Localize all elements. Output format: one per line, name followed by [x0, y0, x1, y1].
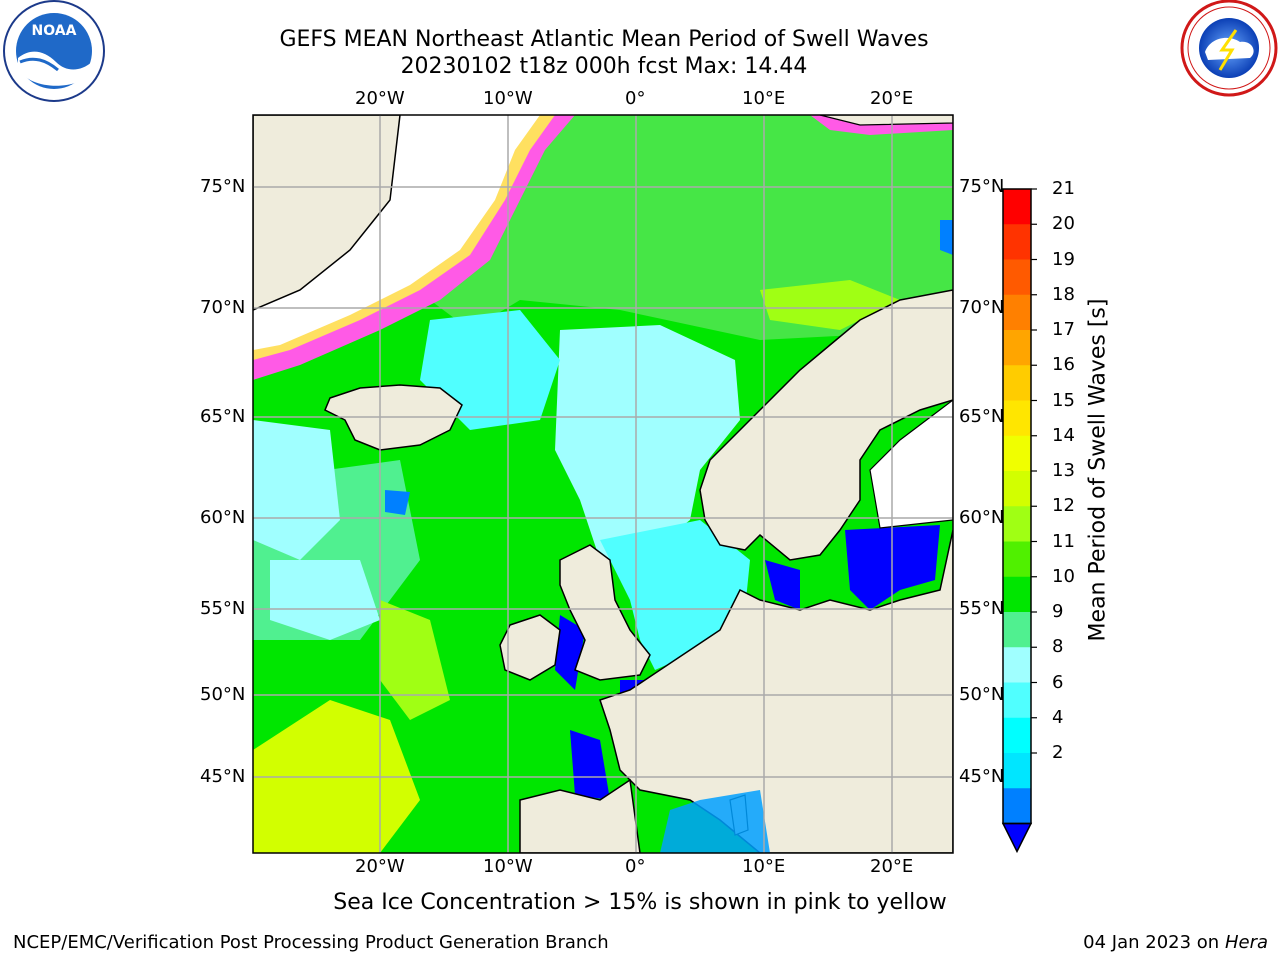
lon-label-top: 20°W [355, 88, 405, 109]
noaa-logo-icon: NOAA [3, 0, 105, 102]
colorbar-segment [1003, 365, 1031, 401]
colorbar-tick-label: 12 [1052, 495, 1075, 517]
colorbar-extend-triangle [1001, 822, 1033, 854]
lat-label-left: 65°N [200, 406, 246, 427]
colorbar-segment [1003, 400, 1031, 437]
footer-date-text: 04 Jan 2023 on [1083, 932, 1225, 953]
sea-ice-note: Sea Ice Concentration > 15% is shown in … [333, 890, 947, 915]
lon-label-top: 0° [625, 88, 646, 109]
lon-label-bottom: 20°E [870, 856, 914, 877]
colorbar-segment [1003, 753, 1031, 789]
colorbar-segment [1003, 294, 1031, 331]
lon-label-bottom: 20°W [355, 856, 405, 877]
colorbar-tick-label: 15 [1052, 389, 1075, 411]
lat-label-left: 55°N [200, 598, 246, 619]
lat-label-right: 45°N [959, 766, 1005, 787]
lat-label-right: 70°N [959, 297, 1005, 318]
colorbar-segment [1003, 788, 1031, 824]
colorbar-tick-label: 18 [1052, 283, 1075, 305]
chart-subtitle: 20230102 t18z 000h fcst Max: 14.44 [400, 54, 808, 79]
colorbar-segment [1003, 330, 1031, 366]
lat-label-right: 75°N [959, 176, 1005, 197]
chart-title: GEFS MEAN Northeast Atlantic Mean Period… [279, 27, 929, 52]
lat-label-right: 55°N [959, 598, 1005, 619]
colorbar-tick-label: 9 [1052, 601, 1064, 622]
colorbar-tick-label: 6 [1052, 671, 1064, 693]
colorbar-segment [1003, 576, 1031, 613]
lon-label-bottom: 10°E [742, 856, 786, 877]
map-area [253, 115, 953, 853]
lon-label-bottom: 0° [625, 856, 646, 877]
colorbar-segment [1003, 471, 1031, 507]
lat-label-left: 45°N [200, 766, 246, 787]
lat-label-left: 50°N [200, 684, 246, 705]
footer-date: 04 Jan 2023 on Hera [1083, 932, 1268, 953]
colorbar-title: Mean Period of Swell Waves [s] [1085, 298, 1111, 642]
colorbar-segment [1003, 717, 1031, 754]
colorbar-segment [1003, 612, 1031, 648]
lat-label-left: 75°N [200, 176, 246, 197]
colorbar-tick-label: 2 [1052, 742, 1064, 763]
lon-label-bottom: 10°W [483, 856, 533, 877]
colorbar-tick-label: 20 [1052, 213, 1075, 235]
colorbar-tick-label: 4 [1052, 706, 1064, 728]
lat-label-right: 65°N [959, 406, 1005, 427]
colorbar-tick-label: 10 [1052, 565, 1075, 587]
lat-label-left: 60°N [200, 507, 246, 528]
nws-logo-icon [1180, 0, 1278, 97]
lon-label-top: 20°E [870, 88, 914, 109]
colorbar-tick-label: 16 [1052, 354, 1075, 376]
colorbar-segment [1003, 647, 1031, 683]
colorbar-segment [1003, 541, 1031, 578]
colorbar-segment [1003, 224, 1031, 260]
colorbar-segment [1003, 189, 1031, 225]
lat-label-right: 50°N [959, 684, 1005, 705]
colorbar-segment [1003, 435, 1031, 472]
colorbar-tick-label: 17 [1052, 319, 1075, 340]
colorbar-tick-label: 11 [1052, 530, 1075, 552]
colorbar [1001, 188, 1037, 854]
footer-host: Hera [1224, 932, 1268, 953]
colorbar-segment [1003, 506, 1031, 542]
colorbar-tick-label: 19 [1052, 248, 1075, 270]
lat-label-right: 60°N [959, 507, 1005, 528]
lon-label-top: 10°E [742, 88, 786, 109]
colorbar-tick-label: 14 [1052, 424, 1075, 446]
colorbar-tick-label: 13 [1052, 460, 1075, 481]
colorbar-segment [1003, 682, 1031, 719]
svg-text:NOAA: NOAA [32, 23, 77, 39]
colorbar-tick-label: 8 [1052, 636, 1064, 658]
lat-label-left: 70°N [200, 297, 246, 318]
lon-label-top: 10°W [483, 88, 533, 109]
colorbar-segment [1003, 259, 1031, 296]
colorbar-tick-label: 21 [1052, 178, 1075, 199]
map-frame [252, 114, 954, 854]
footer-credit: NCEP/EMC/Verification Post Processing Pr… [13, 932, 609, 953]
